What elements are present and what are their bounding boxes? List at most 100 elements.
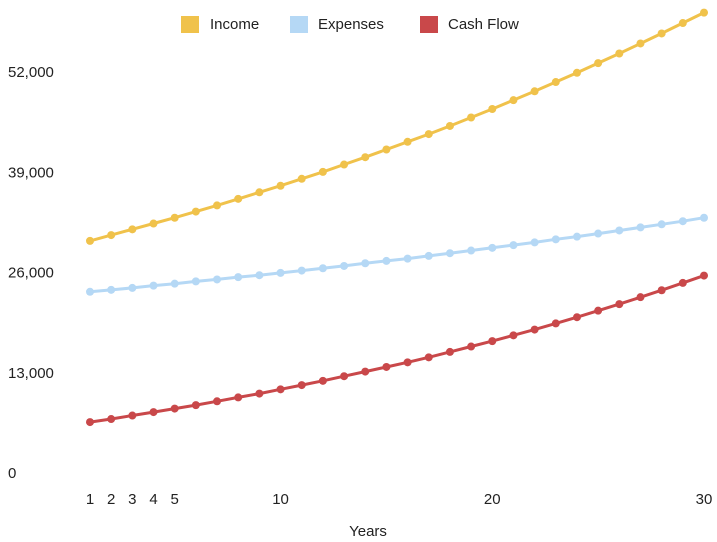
data-point-income[interactable] — [340, 160, 349, 169]
data-point-income[interactable] — [572, 68, 581, 77]
data-point-expenses[interactable] — [678, 217, 687, 226]
series-line-income — [89, 11, 705, 243]
data-point-cash-flow[interactable] — [340, 372, 349, 381]
data-point-cash-flow[interactable] — [700, 271, 708, 280]
data-point-income[interactable] — [488, 105, 497, 114]
data-point-expenses[interactable] — [86, 287, 94, 296]
data-point-income[interactable] — [361, 153, 370, 162]
data-point-cash-flow[interactable] — [107, 415, 116, 424]
data-point-expenses[interactable] — [170, 279, 179, 288]
data-point-cash-flow[interactable] — [594, 306, 603, 315]
data-point-income[interactable] — [213, 201, 222, 210]
data-point-income[interactable] — [445, 121, 454, 130]
data-point-expenses[interactable] — [488, 243, 497, 252]
data-point-income[interactable] — [509, 96, 518, 105]
data-point-income[interactable] — [276, 181, 285, 190]
data-point-expenses[interactable] — [530, 238, 539, 247]
data-point-cash-flow[interactable] — [678, 278, 687, 287]
data-point-cash-flow[interactable] — [382, 362, 391, 371]
data-point-expenses[interactable] — [509, 241, 518, 250]
data-point-cash-flow[interactable] — [191, 401, 200, 410]
data-point-income[interactable] — [594, 59, 603, 68]
data-point-income[interactable] — [678, 19, 687, 28]
data-point-income[interactable] — [657, 29, 666, 38]
data-point-expenses[interactable] — [615, 226, 624, 235]
data-point-income[interactable] — [636, 39, 645, 48]
data-point-expenses[interactable] — [551, 235, 560, 244]
data-point-income[interactable] — [467, 113, 476, 122]
data-point-income[interactable] — [128, 225, 137, 234]
series-expenses — [86, 213, 708, 296]
data-point-cash-flow[interactable] — [509, 331, 518, 340]
data-point-expenses[interactable] — [572, 232, 581, 241]
x-tick-label: 1 — [86, 491, 94, 508]
data-point-cash-flow[interactable] — [234, 393, 243, 402]
plot-area — [86, 8, 708, 427]
data-point-expenses[interactable] — [636, 223, 645, 232]
data-point-expenses[interactable] — [361, 259, 370, 268]
data-point-expenses[interactable] — [213, 275, 222, 284]
data-point-cash-flow[interactable] — [424, 353, 433, 362]
data-point-expenses[interactable] — [149, 281, 158, 290]
data-point-income[interactable] — [403, 137, 412, 146]
data-point-cash-flow[interactable] — [149, 408, 158, 417]
data-point-expenses[interactable] — [445, 249, 454, 258]
data-point-expenses[interactable] — [297, 266, 306, 275]
data-point-expenses[interactable] — [594, 229, 603, 238]
data-point-income[interactable] — [551, 78, 560, 87]
data-point-expenses[interactable] — [424, 251, 433, 260]
data-point-cash-flow[interactable] — [128, 411, 137, 420]
data-point-cash-flow[interactable] — [572, 313, 581, 322]
data-point-expenses[interactable] — [340, 261, 349, 270]
data-point-cash-flow[interactable] — [657, 286, 666, 295]
data-point-cash-flow[interactable] — [318, 376, 327, 385]
data-point-expenses[interactable] — [255, 271, 264, 280]
data-point-expenses[interactable] — [128, 283, 137, 292]
data-point-cash-flow[interactable] — [636, 293, 645, 302]
data-point-cash-flow[interactable] — [86, 418, 94, 427]
data-point-cash-flow[interactable] — [615, 300, 624, 309]
y-axis: 0 13,000 26,000 39,000 52,000 — [8, 64, 54, 482]
data-point-income[interactable] — [170, 213, 179, 222]
data-point-income[interactable] — [382, 145, 391, 154]
data-point-cash-flow[interactable] — [213, 397, 222, 406]
data-point-income[interactable] — [234, 194, 243, 203]
data-point-expenses[interactable] — [107, 285, 116, 294]
data-point-expenses[interactable] — [191, 277, 200, 286]
data-point-cash-flow[interactable] — [276, 385, 285, 394]
data-point-income[interactable] — [530, 87, 539, 96]
data-point-expenses[interactable] — [276, 268, 285, 277]
data-point-income[interactable] — [149, 219, 158, 228]
data-point-expenses[interactable] — [403, 254, 412, 263]
data-point-cash-flow[interactable] — [551, 319, 560, 328]
data-point-income[interactable] — [424, 130, 433, 139]
data-point-income[interactable] — [191, 207, 200, 216]
data-point-income[interactable] — [255, 188, 264, 197]
data-point-expenses[interactable] — [467, 246, 476, 255]
data-point-cash-flow[interactable] — [445, 347, 454, 356]
data-point-income[interactable] — [318, 167, 327, 176]
legend-swatch-income — [181, 16, 199, 33]
x-tick-label: 3 — [128, 491, 136, 508]
data-point-cash-flow[interactable] — [467, 342, 476, 351]
x-axis: 1 2 3 4 5 10 20 30 — [86, 491, 713, 508]
data-point-cash-flow[interactable] — [297, 381, 306, 390]
data-point-expenses[interactable] — [382, 256, 391, 265]
data-point-expenses[interactable] — [318, 264, 327, 273]
data-point-income[interactable] — [700, 8, 708, 17]
data-point-cash-flow[interactable] — [255, 389, 264, 398]
data-point-expenses[interactable] — [700, 213, 708, 222]
data-point-income[interactable] — [615, 49, 624, 58]
data-point-cash-flow[interactable] — [361, 367, 370, 376]
y-tick-label: 26,000 — [8, 265, 54, 282]
data-point-expenses[interactable] — [657, 220, 666, 229]
data-point-income[interactable] — [107, 231, 116, 240]
data-point-income[interactable] — [86, 236, 94, 245]
data-point-income[interactable] — [297, 174, 306, 183]
x-tick-label: 10 — [272, 491, 289, 508]
data-point-cash-flow[interactable] — [530, 325, 539, 334]
data-point-cash-flow[interactable] — [403, 358, 412, 367]
data-point-cash-flow[interactable] — [488, 337, 497, 346]
data-point-cash-flow[interactable] — [170, 404, 179, 413]
data-point-expenses[interactable] — [234, 273, 243, 282]
